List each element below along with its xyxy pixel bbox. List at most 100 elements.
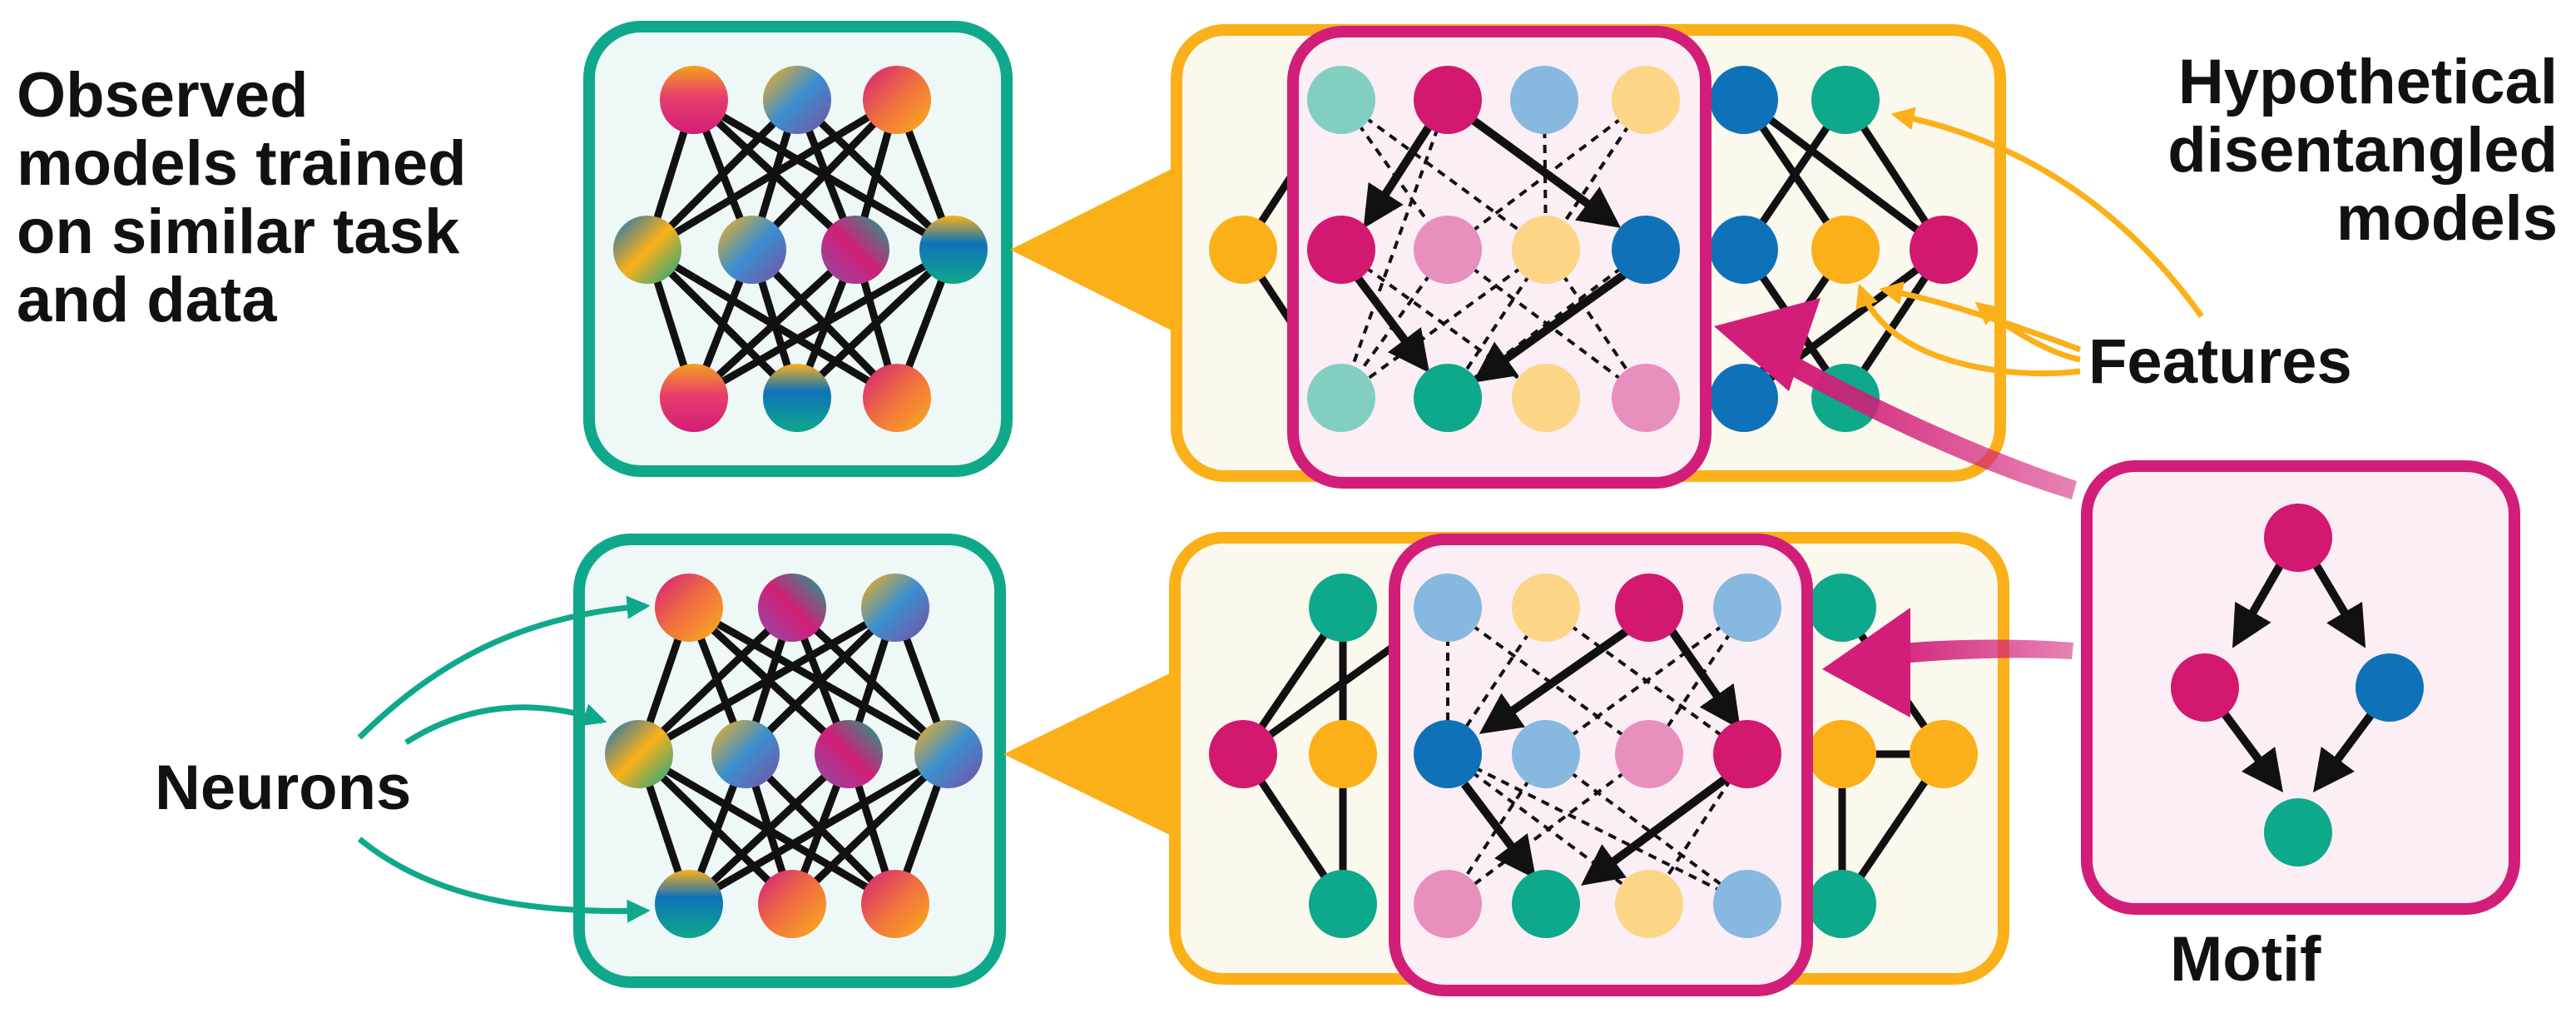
callout-wedge-bottom	[1003, 669, 1178, 839]
network-edge	[1340, 99, 1449, 399]
network-edge	[788, 750, 953, 908]
network-node	[1713, 720, 1781, 788]
network-node	[655, 870, 723, 938]
network-node	[1307, 66, 1375, 134]
network-node	[711, 720, 780, 788]
observed-model-top	[583, 21, 1013, 477]
network-edge	[1789, 358, 2077, 499]
network-node	[1612, 216, 1680, 284]
network-edge	[685, 750, 853, 908]
network-node	[1209, 720, 1277, 788]
network-edge	[1446, 248, 1647, 400]
observed-model-bottom	[573, 534, 1006, 988]
network-node	[605, 720, 673, 788]
arrow-icon	[1974, 301, 2081, 363]
network-node	[863, 364, 931, 432]
observed-models-label: Observed models trained on similar task …	[17, 60, 467, 336]
arrow-icon	[357, 837, 651, 923]
network-edge	[1580, 773, 1730, 886]
network-edge	[1363, 121, 1435, 229]
network-node	[660, 364, 728, 432]
arrow-icon	[1855, 283, 2081, 377]
motif-highlight-bottom	[1389, 534, 1813, 996]
network-edge	[690, 246, 958, 402]
network-node	[1414, 870, 1482, 938]
network-edge	[793, 246, 958, 402]
network-node	[1309, 720, 1377, 788]
network-node	[815, 720, 883, 788]
network-node	[1414, 720, 1482, 788]
network-node	[655, 574, 723, 642]
network-node	[1713, 870, 1781, 938]
network-node	[758, 574, 826, 642]
motif-box	[2081, 460, 2520, 915]
network-edge	[1447, 752, 1748, 906]
network-node	[2171, 653, 2239, 722]
network-node	[1209, 216, 1277, 284]
network-node	[1615, 574, 1683, 642]
network-edge	[685, 750, 953, 908]
network-edge	[2232, 560, 2286, 648]
network-edge	[1479, 625, 1632, 734]
network-edge	[748, 96, 901, 254]
network-edge	[1355, 275, 1430, 373]
network-node	[1811, 66, 1880, 134]
network-node	[914, 720, 983, 788]
network-edge	[2311, 560, 2366, 648]
network-node	[1710, 216, 1778, 284]
network-edge	[1544, 752, 1749, 906]
network-node	[763, 66, 831, 134]
network-node	[861, 574, 929, 642]
arrow-icon	[1890, 107, 2204, 319]
network-node	[861, 870, 929, 938]
network-edge	[1340, 248, 1548, 400]
network-node	[1510, 66, 1578, 134]
network-node	[1309, 574, 1377, 642]
network-edge	[1472, 271, 1627, 383]
network-edge	[2216, 705, 2283, 793]
network-node	[758, 870, 826, 938]
network-node	[1808, 574, 1876, 642]
motif-arrow-top	[1714, 298, 2077, 499]
network-node	[763, 364, 831, 432]
network-node	[1910, 216, 1978, 284]
network-edge	[643, 96, 801, 254]
network-node	[1612, 66, 1680, 134]
callout-wedge-top	[1010, 165, 1180, 335]
network-edge	[635, 603, 899, 758]
features-arrows	[1855, 107, 2204, 377]
motif-arrow-bottom	[1822, 608, 2073, 718]
arrow-icon	[404, 703, 607, 745]
network-edge	[1667, 627, 1741, 730]
network-node	[1307, 216, 1375, 284]
network-node	[613, 216, 681, 284]
neurons-label: Neurons	[155, 752, 412, 823]
network-node	[1414, 216, 1482, 284]
hypothetical-models-label: Hypothetical disentangled models	[2167, 47, 2558, 255]
network-edge	[1446, 752, 1651, 906]
network-edge	[1461, 781, 1537, 879]
arrow-icon	[357, 595, 651, 740]
network-node	[1309, 870, 1377, 938]
network-node	[1713, 574, 1781, 642]
network-node	[919, 216, 988, 284]
motif-label: Motif	[2170, 924, 2321, 995]
network-node	[1414, 574, 1482, 642]
network-node	[821, 216, 889, 284]
network-node	[1512, 364, 1580, 432]
network-node	[1512, 870, 1580, 938]
network-node	[660, 66, 728, 134]
network-node	[1710, 364, 1778, 432]
network-node	[2264, 798, 2332, 867]
network-node	[1307, 364, 1375, 432]
network-edge	[635, 603, 796, 758]
network-edge	[1340, 98, 1548, 251]
network-node	[1808, 870, 1876, 938]
network-node	[1615, 870, 1683, 938]
network-node	[718, 216, 786, 284]
neurons-arrows	[357, 595, 651, 923]
network-node	[1612, 364, 1680, 432]
network-node	[1710, 66, 1778, 134]
motif-highlight-top	[1287, 26, 1712, 489]
network-node	[863, 66, 931, 134]
